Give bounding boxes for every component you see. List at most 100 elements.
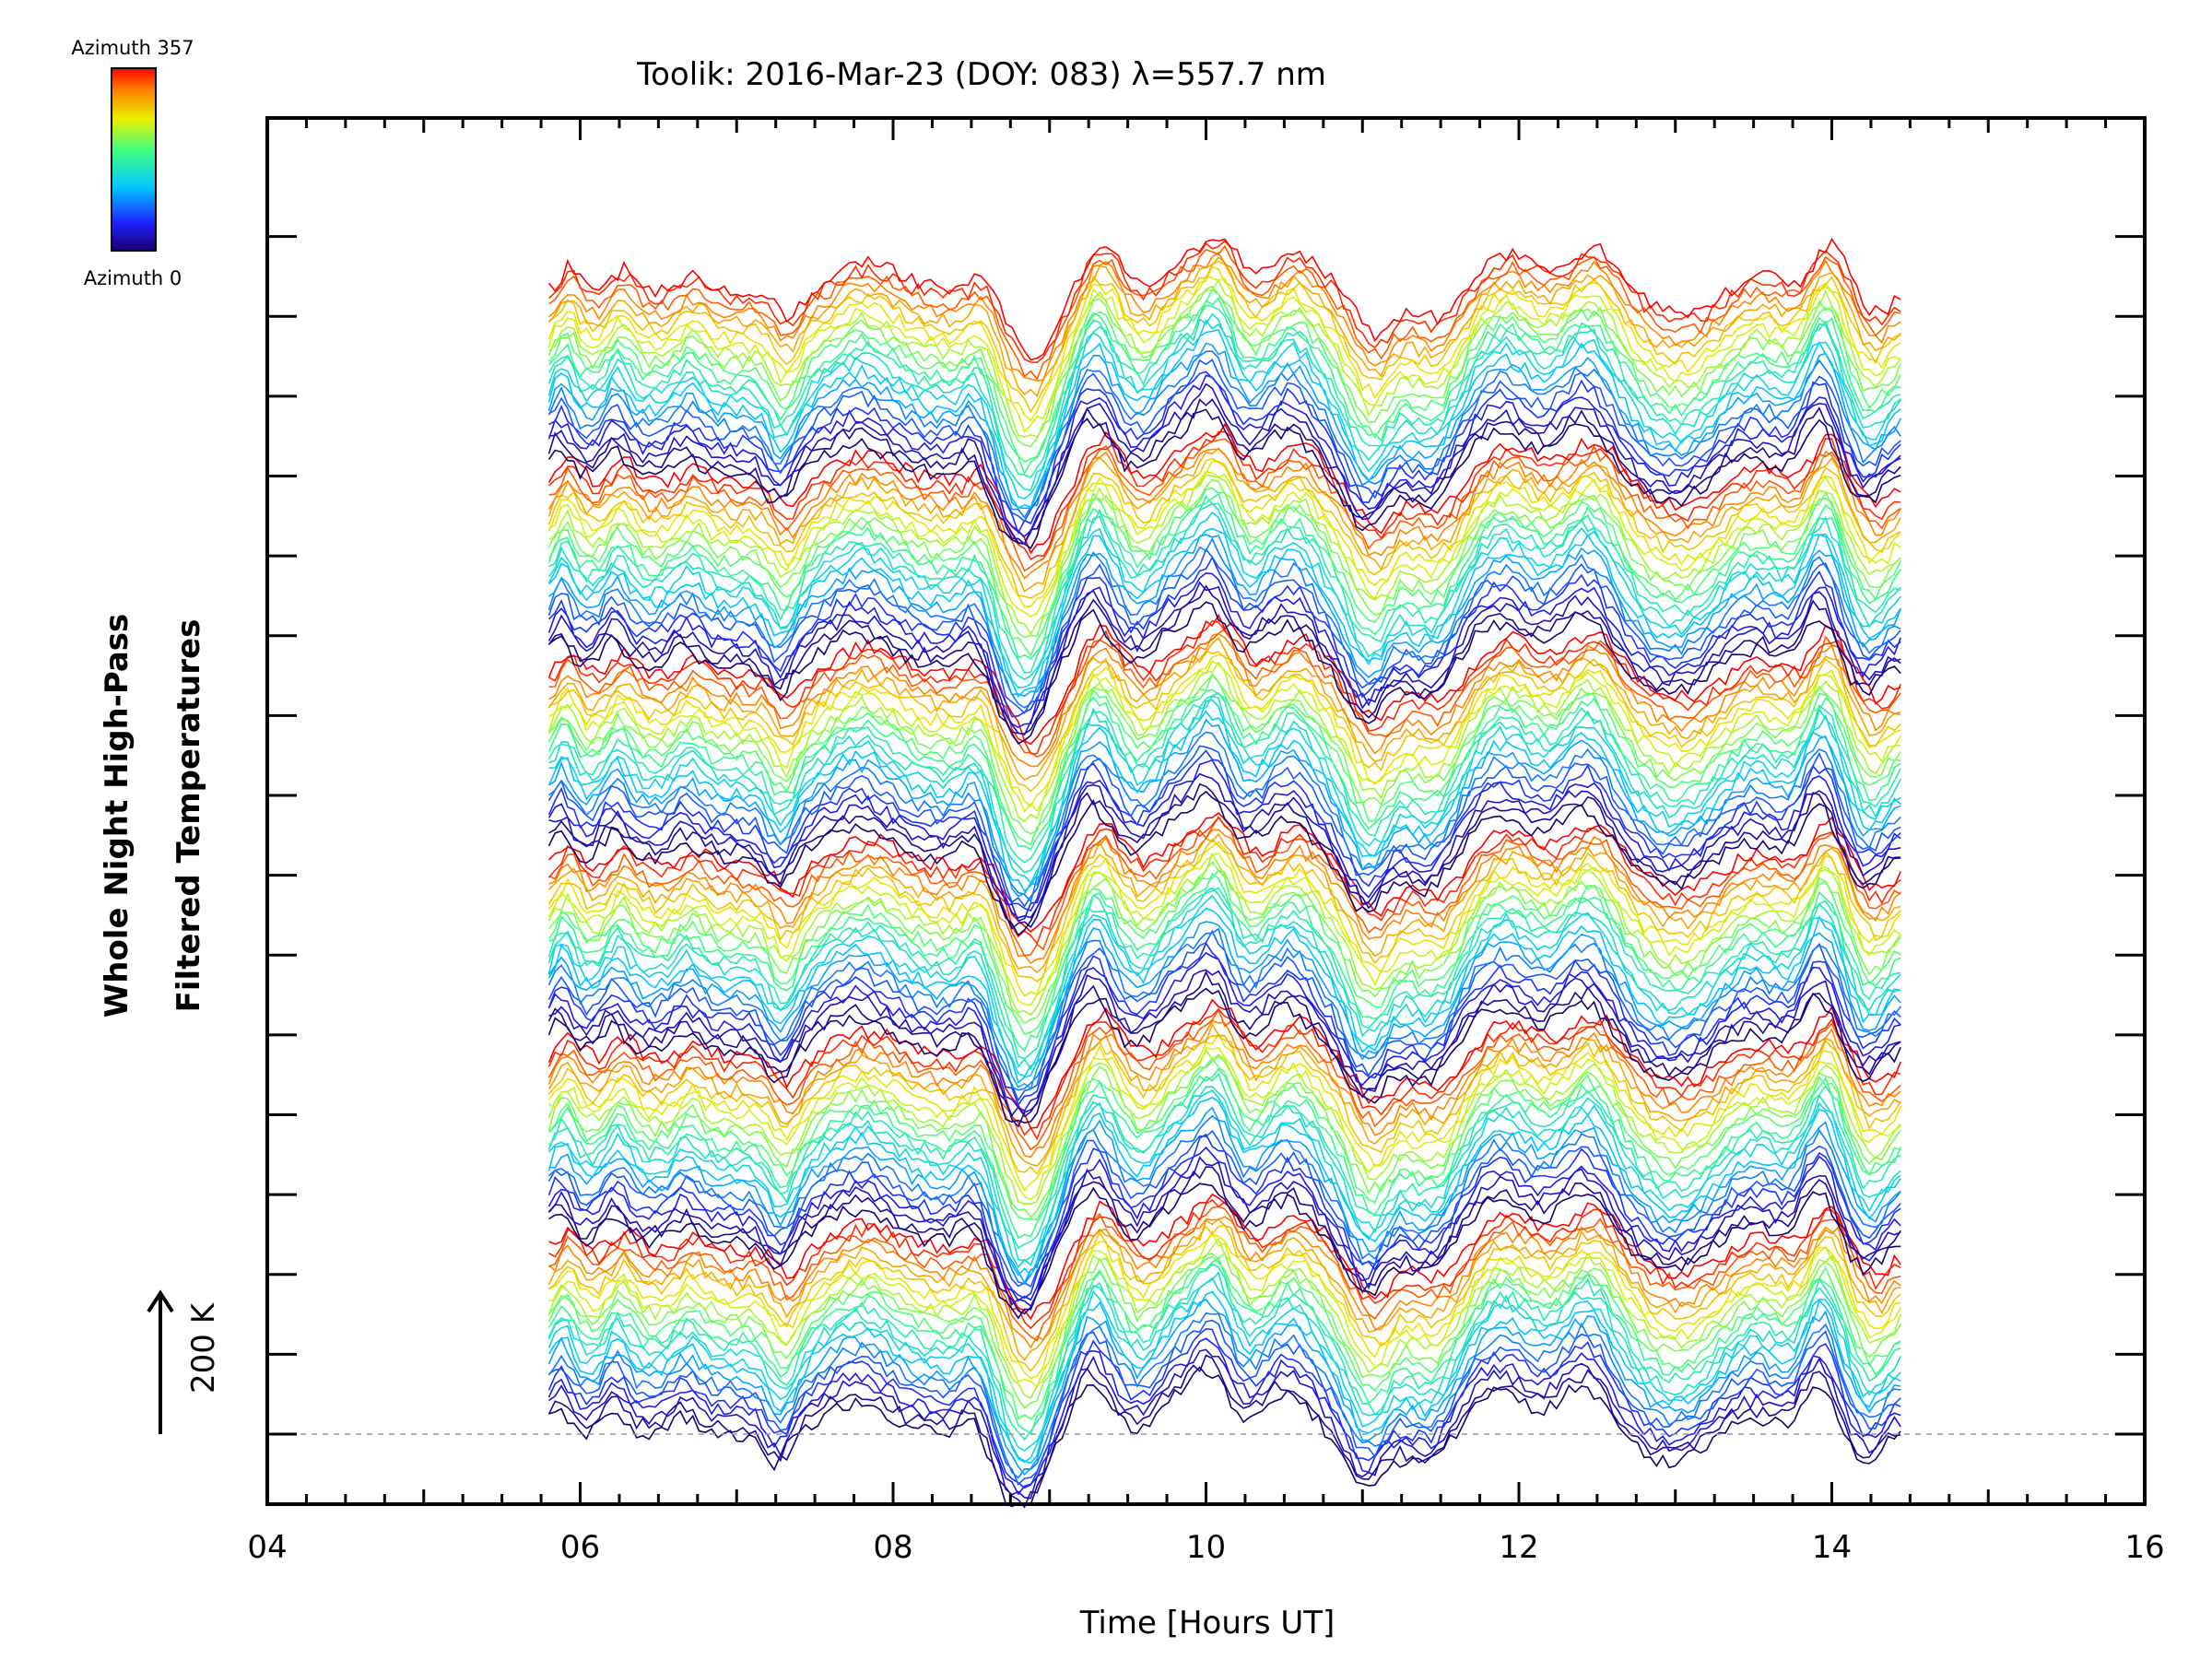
series-line <box>548 1348 1901 1500</box>
x-tick-label: 16 <box>2124 1529 2164 1566</box>
x-tick-labels: 04 06 08 10 12 14 16 <box>247 1529 2164 1566</box>
series-line <box>548 474 1901 636</box>
series-line <box>547 1072 1901 1250</box>
series-line <box>547 1271 1901 1452</box>
series-line <box>547 502 1901 680</box>
series-line <box>548 694 1901 874</box>
series-line <box>548 1230 1901 1389</box>
series-line <box>547 1019 1901 1159</box>
series-line <box>547 511 1901 688</box>
series-line <box>547 894 1901 1077</box>
series-line <box>547 731 1901 903</box>
series-line <box>548 829 1901 965</box>
series-line <box>548 718 1901 898</box>
series-line <box>548 534 1901 698</box>
series-line <box>547 1156 1901 1308</box>
series-line <box>547 237 1901 361</box>
series-line <box>547 1166 1901 1315</box>
series-line <box>547 637 1901 781</box>
series-line <box>547 297 1901 476</box>
series-line <box>547 1218 1901 1361</box>
series-line <box>547 1056 1901 1221</box>
series-line <box>547 745 1901 908</box>
series-line <box>547 841 1901 997</box>
series-line <box>548 650 1901 793</box>
series-line <box>547 852 1901 1017</box>
series-line <box>547 1054 1901 1218</box>
series-line <box>547 275 1901 433</box>
series-line <box>548 244 1901 381</box>
series-line <box>548 772 1901 919</box>
series-line <box>547 921 1901 1090</box>
series-line <box>547 759 1901 923</box>
chart-title: Toolik: 2016-Mar-23 (DOY: 083) λ=557.7 n… <box>636 56 1326 93</box>
series-line <box>548 969 1901 1118</box>
series-line <box>547 1022 1901 1167</box>
series-line <box>547 1255 1901 1420</box>
x-tick-label: 10 <box>1186 1529 1226 1566</box>
series-line <box>547 492 1901 660</box>
series-line <box>547 1129 1901 1288</box>
series-line <box>547 328 1901 510</box>
series-line <box>547 1256 1901 1435</box>
colorbar-top-label: Azimuth 357 <box>71 37 194 59</box>
series-line <box>547 1290 1901 1465</box>
series-line <box>547 1096 1901 1277</box>
series-line <box>547 1007 1901 1151</box>
series-line <box>547 660 1901 814</box>
series-line <box>547 1114 1901 1285</box>
series-line <box>547 1299 1901 1477</box>
series-line <box>547 674 1901 835</box>
series-line <box>547 1263 1901 1441</box>
series-line <box>548 371 1901 535</box>
series-line <box>548 382 1901 546</box>
series-line <box>548 601 1901 745</box>
series-line <box>547 790 1901 936</box>
x-tick-label: 08 <box>873 1529 912 1566</box>
series-line <box>547 998 1901 1129</box>
series-line <box>547 951 1901 1112</box>
series-line <box>548 278 1901 438</box>
series-line <box>547 927 1901 1091</box>
series-line <box>547 838 1901 982</box>
series-line <box>547 672 1901 846</box>
series-line <box>548 359 1901 523</box>
series-line <box>548 619 1901 755</box>
series-line <box>547 1354 1901 1509</box>
series-line <box>547 691 1901 864</box>
series-line <box>547 1086 1901 1262</box>
series-line <box>547 816 1901 946</box>
x-tick-label: 14 <box>1812 1529 1852 1566</box>
colorbar-bottom-label: Azimuth 0 <box>84 267 182 289</box>
series-line <box>547 1337 1901 1496</box>
series-line <box>547 688 1901 851</box>
scale-bar-label: 200 K <box>185 1301 222 1394</box>
series-line <box>548 260 1901 414</box>
series-line <box>547 1089 1901 1269</box>
x-tick-label: 12 <box>1499 1529 1538 1566</box>
series-line <box>548 1046 1901 1201</box>
series-line <box>547 832 1901 974</box>
series-line <box>547 547 1901 714</box>
series-line <box>547 478 1901 639</box>
series-line <box>548 782 1901 930</box>
series-line <box>548 495 1901 674</box>
series-line <box>547 312 1901 491</box>
series-line <box>547 457 1901 599</box>
series-line <box>547 571 1901 729</box>
series-line <box>547 749 1901 912</box>
colorbar-gradient <box>111 67 157 252</box>
series-line <box>547 240 1901 364</box>
series-layer <box>547 237 1901 1509</box>
scale-bar: 200 K <box>147 1289 222 1434</box>
series-line <box>548 872 1901 1053</box>
x-tick-label: 04 <box>247 1529 287 1566</box>
series-line <box>547 1049 1901 1206</box>
series-line <box>548 1198 1901 1330</box>
series-line <box>547 887 1901 1071</box>
series-line <box>547 861 1901 1025</box>
series-line <box>547 1034 1901 1176</box>
series-line <box>547 408 1901 549</box>
scale-bar-arrow-head <box>147 1289 174 1313</box>
